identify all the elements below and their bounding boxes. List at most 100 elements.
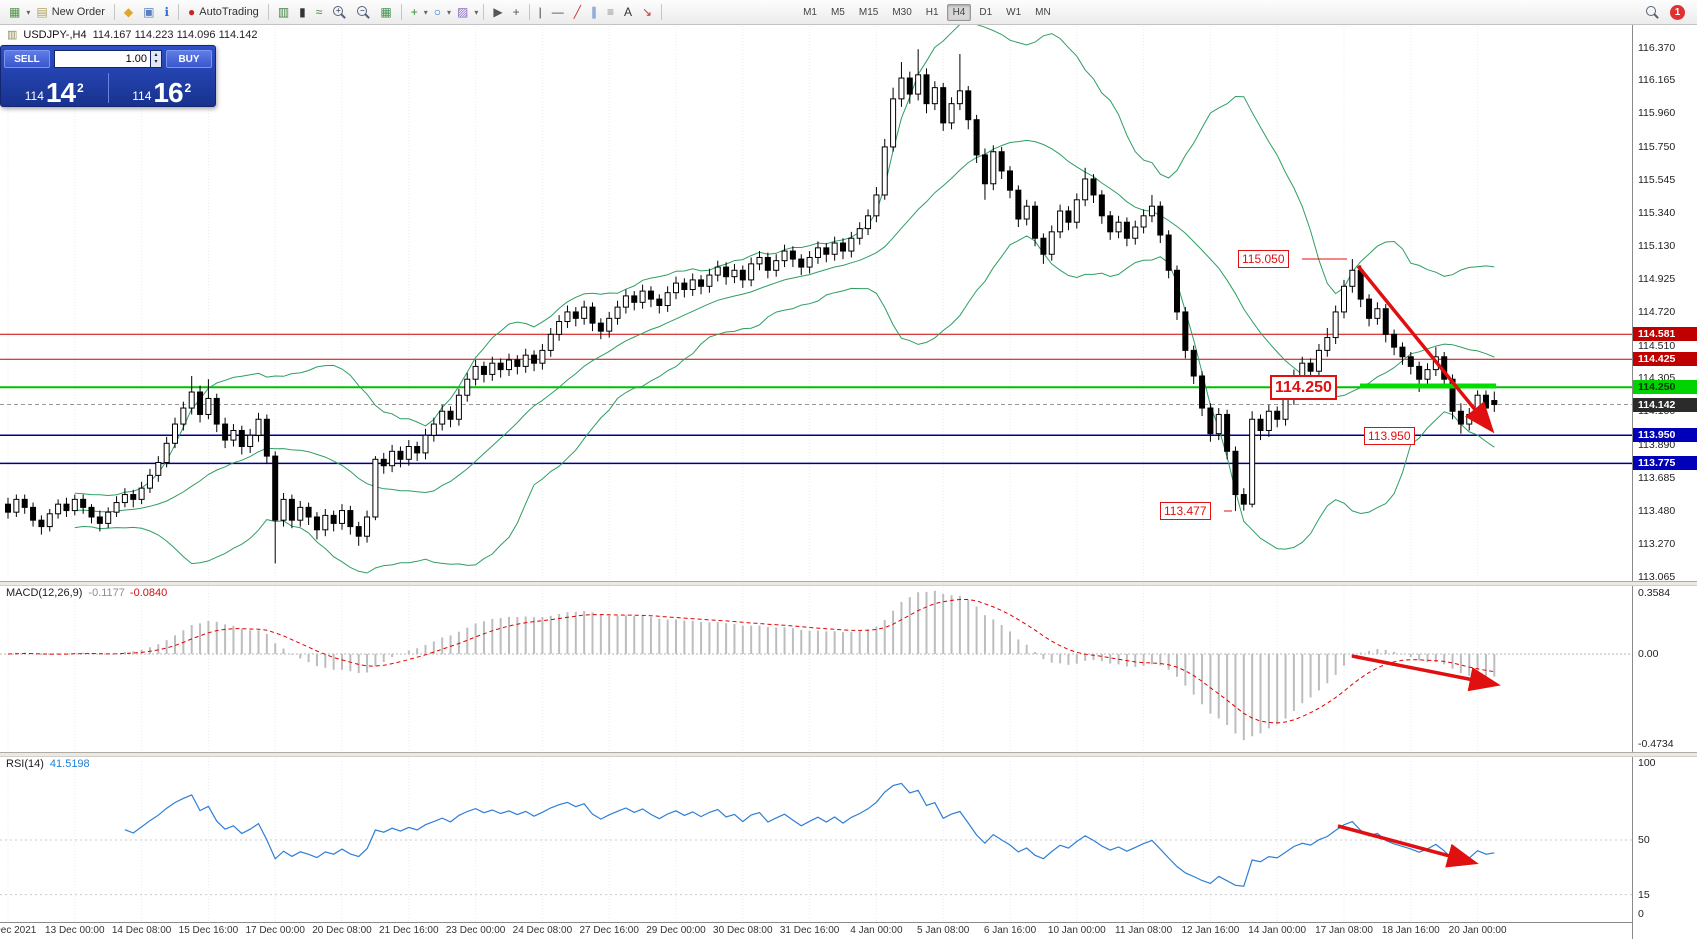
autotrading-icon: ● xyxy=(188,5,196,19)
templates-icon[interactable]: ▨ xyxy=(457,5,469,19)
vertical-line-icon[interactable]: | xyxy=(538,5,542,19)
templates-caret[interactable]: ▾ xyxy=(474,7,479,17)
metaeditor-icon[interactable]: ◆ xyxy=(123,5,134,19)
timeframe-mn-button[interactable]: MN xyxy=(1029,4,1057,21)
time-tick: 10 Jan 00:00 xyxy=(1047,925,1106,936)
ohlc-values: 114.167 114.223 114.096 114.142 xyxy=(92,28,258,41)
price-tick: 114.510 xyxy=(1638,339,1676,352)
price-callout[interactable]: 113.477 xyxy=(1160,502,1211,520)
price-tick: 113.065 xyxy=(1638,571,1676,584)
trend-arrow-rsi xyxy=(1337,824,1479,868)
panel-splitter-rsi[interactable] xyxy=(0,752,1697,757)
zoom-in-button[interactable]: + xyxy=(327,1,351,23)
sell-price-fraction: 2 xyxy=(77,81,84,95)
price-tick: 114.925 xyxy=(1638,273,1676,286)
expert-advisors-icon[interactable]: ▣ xyxy=(143,5,155,19)
macd-panel xyxy=(0,590,1632,741)
price-callout[interactable]: 115.050 xyxy=(1238,250,1289,268)
rsi-indicator-label: RSI(14) 41.5198 xyxy=(4,758,92,770)
price-axis[interactable]: 116.370 116.165 115.960 115.750 115.545 115.3… xyxy=(1632,24,1697,939)
timeframe-m1-button[interactable]: M1 xyxy=(797,4,823,21)
candlestick-mode-icon[interactable]: ▮ xyxy=(299,5,306,19)
time-tick: 10 Dec 2021 xyxy=(0,925,37,936)
time-tick: 5 Jan 08:00 xyxy=(917,925,970,936)
bollinger-bands xyxy=(74,22,1495,574)
horizontal-lines[interactable] xyxy=(0,333,1632,465)
price-tick: 115.340 xyxy=(1638,206,1676,219)
price-tick: 116.370 xyxy=(1638,41,1676,54)
text-label-icon[interactable]: A xyxy=(623,5,632,19)
arrow-objects-icon[interactable]: ↘ xyxy=(642,5,653,19)
rsi-axis-label: 0 xyxy=(1638,908,1644,920)
volume-input[interactable] xyxy=(54,50,151,68)
timeframe-m15-button[interactable]: M15 xyxy=(853,4,884,21)
price-tick: 116.165 xyxy=(1638,74,1676,87)
data-window-icon[interactable]: ℹ xyxy=(164,5,170,19)
timeframe-h1-button[interactable]: H1 xyxy=(920,4,945,21)
timeframe-m5-button[interactable]: M5 xyxy=(825,4,851,21)
time-tick: 31 Dec 16:00 xyxy=(779,925,840,936)
macd-name: MACD(12,26,9) xyxy=(6,587,83,599)
toolbar-separator xyxy=(483,4,485,20)
zoom-out-button[interactable]: − xyxy=(351,1,375,23)
toolbar: ▦ ▾ ▤ New Order ◆ ▣ ℹ ● AutoTrading ▥ ▮ ≈ + − ▦ + ▾ ○ ▾ ▨ ▾ ▶… xyxy=(0,0,1697,25)
grid xyxy=(7,26,1479,922)
timeframe-h4-button[interactable]: H4 xyxy=(946,3,972,21)
autotrading-button[interactable]: ● AutoTrading xyxy=(183,1,264,23)
fibonacci-icon[interactable]: ≡ xyxy=(606,5,614,19)
time-tick: 6 Jan 16:00 xyxy=(983,925,1037,936)
rsi-value: 41.5198 xyxy=(49,758,90,770)
price-callout[interactable]: 114.250 xyxy=(1270,375,1337,400)
buy-price[interactable]: 114 16 2 xyxy=(111,79,214,107)
bar-chart-mode-icon[interactable]: ▥ xyxy=(277,5,290,19)
timeframe-d1-button[interactable]: D1 xyxy=(973,4,998,21)
search-icon[interactable] xyxy=(1640,1,1664,23)
chart-tab-icon: ▥ xyxy=(7,29,18,41)
cursor-icon[interactable]: ▶ xyxy=(493,5,503,19)
new-order-button[interactable]: ▤ New Order xyxy=(31,1,110,23)
buy-price-figure: 114 xyxy=(132,89,152,103)
price-tick: 115.130 xyxy=(1638,240,1676,253)
periods-caret[interactable]: ▾ xyxy=(446,7,451,17)
chart-window-icon[interactable]: ▦ xyxy=(9,5,21,19)
volume-increase-button[interactable]: ▴ xyxy=(154,52,158,58)
sell-price[interactable]: 114 14 2 xyxy=(3,77,106,108)
drawn-objects[interactable] xyxy=(1224,258,1501,868)
indicators-icon[interactable]: + xyxy=(410,5,418,19)
price-level-tag: 113.950 xyxy=(1633,428,1697,443)
panel-splitter-macd[interactable] xyxy=(0,581,1697,586)
time-tick: 17 Jan 08:00 xyxy=(1315,925,1373,936)
timeframe-m30-button[interactable]: M30 xyxy=(886,4,917,21)
time-axis[interactable]: 10 Dec 2021 13 Dec 00:00 14 Dec 08:00 15 De… xyxy=(0,922,1632,939)
crosshair-icon[interactable]: + xyxy=(512,5,520,19)
toolbar-separator xyxy=(113,4,115,20)
buy-price-fraction: 2 xyxy=(184,81,192,95)
macd-main-value: -0.1177 xyxy=(88,587,125,599)
macd-axis-label: 0.00 xyxy=(1638,648,1659,660)
horizontal-line-icon[interactable]: — xyxy=(551,5,564,19)
sell-price-pips: 14 xyxy=(45,77,76,108)
toolbar-separator xyxy=(178,4,180,20)
one-click-trading-panel: SELL ▴ ▾ BUY 114 14 2 114 xyxy=(0,45,216,107)
indicators-caret[interactable]: ▾ xyxy=(423,7,428,17)
volume-decrease-button[interactable]: ▾ xyxy=(154,59,158,65)
equidistant-channel-icon[interactable]: ∥ xyxy=(590,5,597,19)
price-level-tag: 113.775 xyxy=(1633,456,1697,471)
trendline-icon[interactable]: ╱ xyxy=(573,5,581,19)
periods-icon[interactable]: ○ xyxy=(433,5,441,19)
time-tick: 17 Dec 00:00 xyxy=(245,925,305,936)
trend-arrow-macd xyxy=(1351,654,1501,692)
sell-button[interactable]: SELL xyxy=(4,50,50,68)
price-callout[interactable]: 113.950 xyxy=(1364,427,1415,445)
buy-button[interactable]: BUY xyxy=(166,50,212,68)
window-list-caret[interactable]: ▾ xyxy=(26,7,31,17)
line-chart-mode-icon[interactable]: ≈ xyxy=(315,5,323,19)
timeframe-w1-button[interactable]: W1 xyxy=(1000,4,1027,21)
time-tick: 11 Jan 08:00 xyxy=(1115,925,1173,936)
price-level-tag: 114.425 xyxy=(1633,352,1697,367)
tile-windows-icon[interactable]: ▦ xyxy=(380,5,392,19)
time-tick: 30 Dec 08:00 xyxy=(713,925,773,936)
notification-badge[interactable]: 1 xyxy=(1670,4,1685,20)
